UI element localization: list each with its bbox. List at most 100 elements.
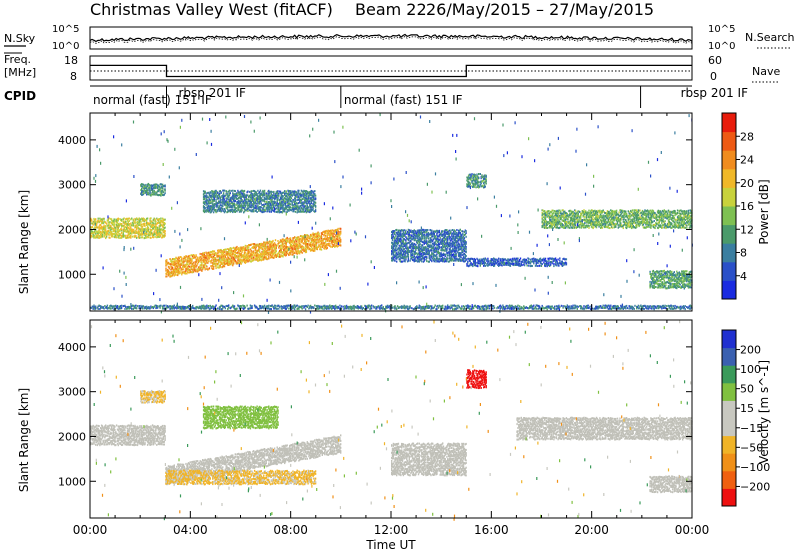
power-echo-cell (326, 234, 328, 237)
power-echo-cell (272, 256, 274, 259)
power-echo-cell (244, 201, 247, 204)
power-echo-cell (267, 245, 269, 248)
power-echo-cell (280, 248, 282, 251)
power-echo-cell (291, 208, 293, 211)
power-echo-cell (148, 183, 150, 186)
power-echo-cell (299, 240, 301, 242)
power-echo-cell (243, 258, 245, 261)
power-echo-cell (130, 232, 132, 235)
power-echo-cell (267, 196, 269, 199)
power-echo-cell (250, 200, 252, 203)
power-echo-cell (239, 259, 242, 262)
power-echo-cell (329, 237, 331, 240)
power-echo-cell (227, 206, 229, 209)
power-echo-cell (166, 269, 168, 272)
power-echo-cell (286, 250, 288, 253)
power-echo-cell (233, 209, 235, 212)
power-echo-cell (328, 242, 330, 245)
power-echo-cell (139, 227, 141, 230)
power-echo-cell (149, 233, 151, 236)
power-echo-cell (192, 254, 195, 256)
power-echo-cell (296, 192, 298, 195)
power-echo-cell (172, 270, 175, 273)
power-echo-cell (209, 211, 211, 214)
power-echo-cell (158, 193, 160, 196)
power-echo-cell (160, 217, 162, 220)
power-echo-cell (284, 207, 287, 210)
power-echo-cell (336, 238, 339, 241)
power-echo-cell (150, 184, 152, 187)
power-echo-cell (269, 202, 272, 205)
power-echo-cell (242, 193, 244, 195)
power-echo-cell (120, 235, 123, 238)
power-echo-cell (245, 260, 247, 263)
power-echo-cell (187, 266, 189, 269)
power-echo-cell (396, 260, 398, 263)
power-echo-cell (292, 253, 294, 256)
power-echo-cell (324, 241, 326, 244)
power-echo-cell (299, 198, 302, 201)
power-echo-cell (245, 196, 247, 199)
power-echo-cell (251, 257, 253, 260)
power-echo-cell (196, 259, 198, 262)
power-echo-cell (275, 254, 277, 257)
power-echo-cell (170, 271, 172, 274)
power-echo-cell (192, 262, 194, 265)
power-echo-cell (276, 190, 278, 193)
power-echo-cell (224, 209, 226, 212)
power-echo-cell (308, 243, 310, 246)
power-echo-cell (201, 257, 203, 260)
power-echo-cell (131, 224, 133, 227)
power-echo-cell (124, 226, 126, 229)
power-echo-cell (168, 262, 170, 265)
power-echo-cell (158, 230, 160, 233)
power-echo-cell (135, 218, 137, 221)
power-echo-cell (144, 234, 146, 237)
power-echo-cell (243, 196, 245, 199)
power-echo-cell (127, 226, 129, 229)
power-echo-cell (136, 221, 139, 223)
power-echo-cell (238, 204, 240, 207)
power-echo-cell (120, 228, 122, 231)
power-echo-cell (237, 248, 239, 251)
power-echo-cell (234, 259, 236, 262)
power-echo-cell (320, 242, 323, 244)
power-echo-cell (229, 254, 231, 257)
power-echo-cell (271, 207, 273, 210)
power-echo-cell (225, 200, 227, 203)
power-echo-cell (243, 202, 246, 205)
power-echo-cell (268, 251, 270, 254)
power-echo-cell (165, 269, 167, 272)
power-echo-cell (245, 254, 247, 256)
power-echo-cell (273, 194, 275, 197)
power-echo-cell (153, 193, 155, 196)
power-echo-cell (306, 244, 308, 247)
power-echo-cell (130, 222, 132, 225)
power-echo-cell (293, 190, 295, 193)
power-echo-cell (307, 246, 309, 249)
power-echo-cell (487, 257, 489, 260)
power-echo-cell (258, 191, 261, 194)
power-echo-cell (243, 189, 246, 192)
power-echo-cell (155, 183, 157, 186)
power-echo-cell (187, 271, 189, 273)
power-echo-cell (294, 208, 297, 210)
power-echo-cell (301, 198, 303, 201)
power-echo-cell (279, 253, 281, 256)
power-echo-cell (268, 197, 270, 200)
power-echo-cell (135, 221, 137, 224)
power-echo-cell (335, 245, 337, 248)
power-echo-cell (334, 229, 336, 232)
power-echo-cell (475, 261, 477, 264)
power-echo-cell (287, 199, 289, 202)
power-echo-cell (232, 197, 234, 200)
power-echo-cell (252, 210, 254, 213)
power-echo-cell (148, 223, 150, 226)
power-echo-cell (101, 220, 104, 223)
power-echo-cell (249, 205, 252, 208)
power-echo-cell (212, 199, 215, 202)
power-echo-cell (207, 210, 210, 213)
power-echo-cell (287, 193, 289, 195)
power-echo-cell (122, 224, 124, 227)
power-echo-cell (280, 192, 282, 195)
